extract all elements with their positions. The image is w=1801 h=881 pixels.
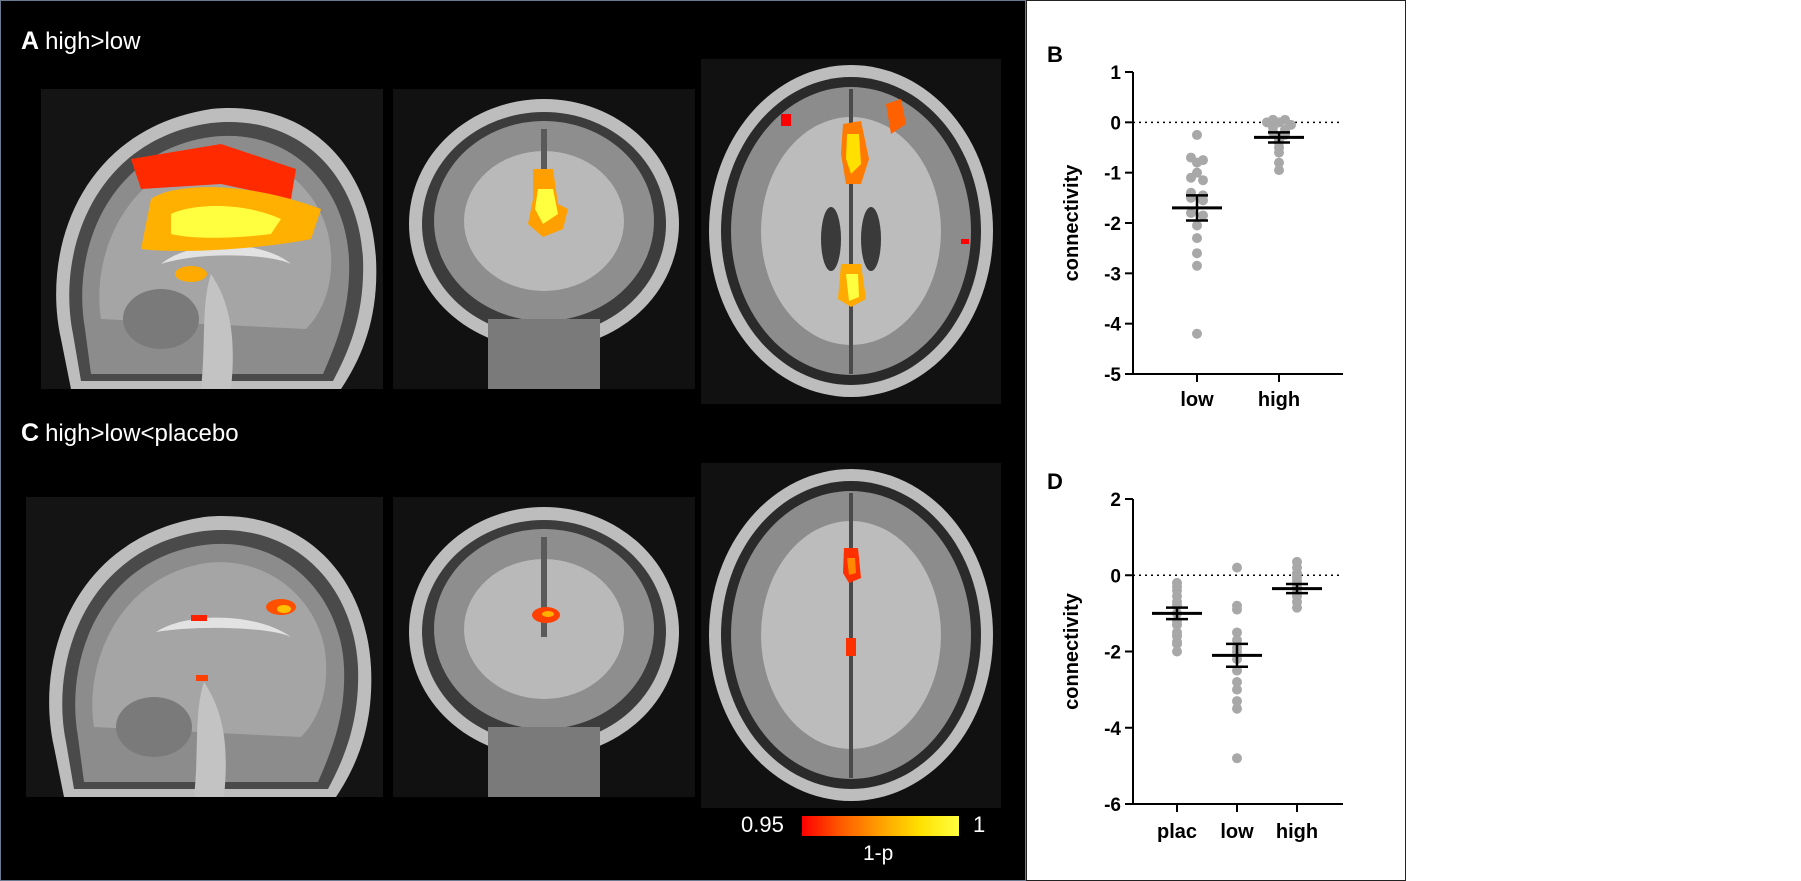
- x-tick-label: low: [1220, 821, 1254, 843]
- data-point: [1232, 635, 1242, 646]
- y-axis-label: connectivity: [1061, 164, 1083, 282]
- y-tick-label: -2: [1104, 214, 1121, 235]
- data-point: [1198, 195, 1208, 206]
- data-point: [1274, 157, 1284, 168]
- y-tick-label: -3: [1104, 264, 1121, 285]
- y-tick-label: 2: [1110, 490, 1121, 511]
- colorbar-gradient: [802, 816, 959, 836]
- axial-slice-c: [701, 463, 1001, 808]
- data-point: [1172, 638, 1182, 649]
- y-tick-label: -2: [1104, 643, 1121, 664]
- y-tick-label: -4: [1104, 315, 1121, 336]
- data-point: [1192, 260, 1202, 271]
- data-point: [1274, 147, 1284, 158]
- scatter-plot-b: B 1 0 -1 -2 -3 -4 -5 connectivity low high: [1047, 42, 1343, 411]
- y-tick-label: -5: [1104, 365, 1121, 386]
- panel-c-letter: C: [21, 419, 40, 447]
- sagittal-slice-a: [41, 89, 383, 389]
- panel-a-letter: A: [21, 27, 40, 55]
- x-tick-label: plac: [1157, 821, 1197, 843]
- data-point: [1198, 210, 1208, 221]
- data-point: [1292, 602, 1302, 613]
- x-tick-label: low: [1180, 389, 1214, 411]
- data-point: [1232, 696, 1242, 707]
- y-tick-label: -1: [1104, 164, 1121, 185]
- colorbar-title: 1-p: [863, 842, 894, 865]
- y-tick-label: 0: [1110, 113, 1121, 134]
- data-point: [1232, 604, 1242, 615]
- y-tick-label: -6: [1104, 795, 1121, 816]
- plots-panel: B 1 0 -1 -2 -3 -4 -5 connectivity low high D 2 0 -2 -4…: [1026, 0, 1406, 881]
- colorbar: 0.95 1 1-p: [741, 811, 1001, 871]
- panel-b-label: B: [1047, 42, 1063, 67]
- data-point: [1192, 157, 1202, 168]
- x-tick-label: high: [1276, 821, 1318, 843]
- data-point: [1232, 627, 1242, 638]
- panel-c-title: high>low<placebo: [45, 420, 239, 447]
- coronal-slice-c: [393, 497, 695, 797]
- coronal-slice-a: [393, 89, 695, 389]
- data-point: [1192, 248, 1202, 259]
- data-point: [1232, 684, 1242, 695]
- colorbar-max-label: 1: [973, 812, 986, 837]
- x-tick-label: high: [1258, 389, 1300, 411]
- scatter-plot-d: D 2 0 -2 -4 -6 connectivity plac low high: [1047, 469, 1343, 843]
- panel-a-title: high>low: [45, 28, 141, 55]
- data-point: [1192, 233, 1202, 244]
- colorbar-min-label: 0.95: [741, 812, 784, 837]
- y-tick-label: 1: [1110, 63, 1121, 84]
- data-point: [1192, 129, 1202, 140]
- data-point: [1172, 646, 1182, 657]
- y-tick-label: 0: [1110, 566, 1121, 587]
- y-tick-label: -4: [1104, 719, 1121, 740]
- data-point: [1232, 665, 1242, 676]
- data-point: [1192, 220, 1202, 231]
- panel-d-label: D: [1047, 469, 1063, 494]
- data-point: [1232, 562, 1242, 573]
- sagittal-slice-c: [26, 497, 383, 797]
- data-point: [1232, 753, 1242, 764]
- data-point: [1198, 175, 1208, 186]
- data-point: [1232, 677, 1242, 687]
- data-point: [1232, 703, 1242, 714]
- y-axis-label: connectivity: [1061, 592, 1083, 710]
- axial-slice-a: [701, 59, 1001, 404]
- data-point: [1192, 328, 1202, 339]
- data-point: [1172, 619, 1182, 630]
- data-point: [1186, 207, 1196, 218]
- data-point: [1274, 165, 1284, 176]
- data-point: [1186, 172, 1196, 183]
